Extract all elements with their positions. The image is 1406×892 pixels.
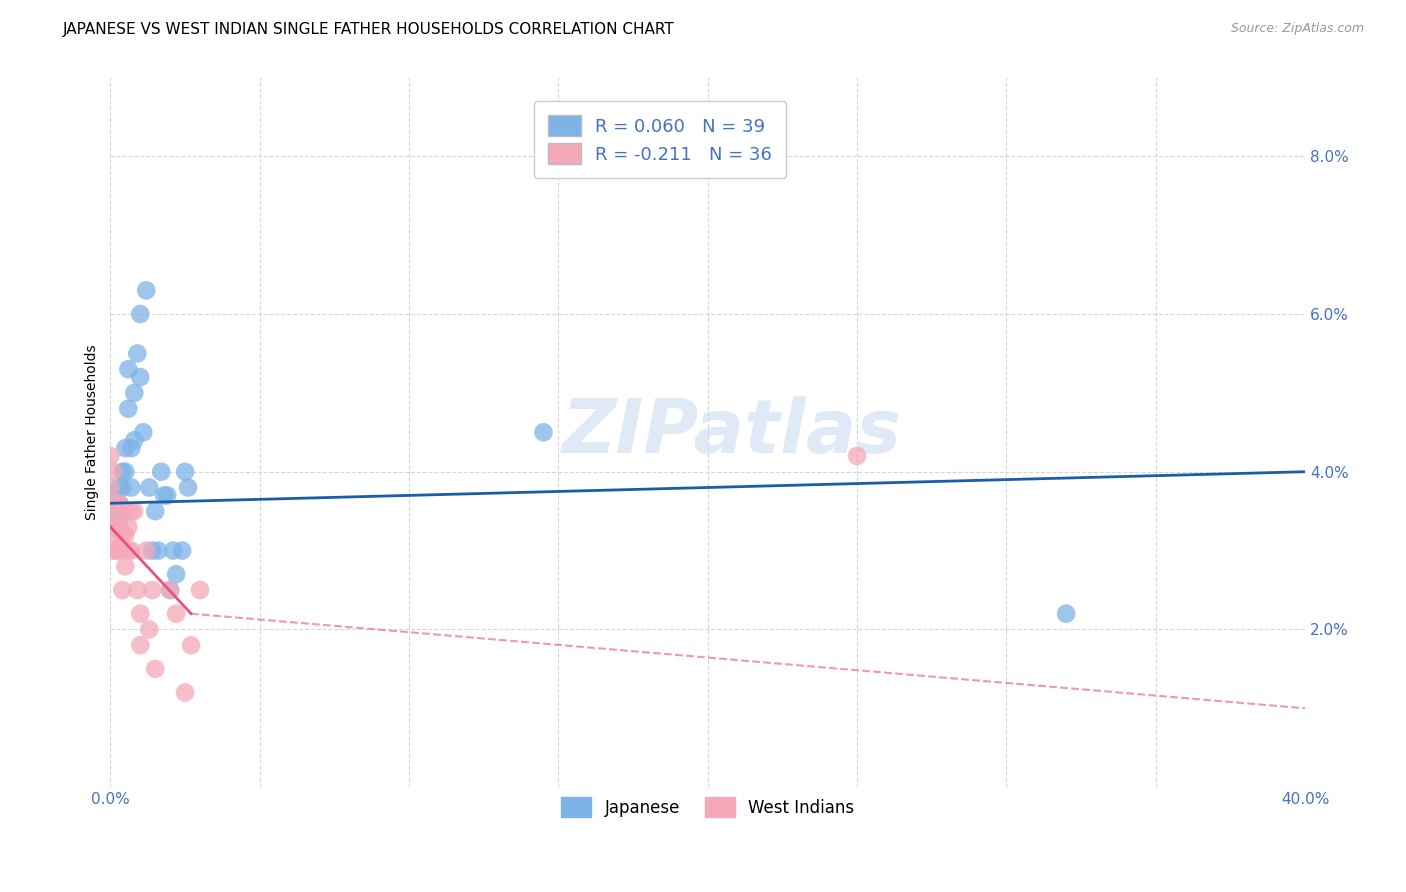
Point xyxy=(105,496,128,510)
Point xyxy=(127,346,149,360)
Point xyxy=(143,504,166,518)
Point xyxy=(108,520,131,534)
Text: Source: ZipAtlas.com: Source: ZipAtlas.com xyxy=(1230,22,1364,36)
Point xyxy=(150,465,173,479)
Point xyxy=(111,582,134,597)
Point xyxy=(174,465,197,479)
Point xyxy=(562,149,585,163)
Point xyxy=(114,559,136,574)
Point xyxy=(114,441,136,455)
Point xyxy=(103,504,125,518)
Point xyxy=(124,504,146,518)
Point xyxy=(143,662,166,676)
Point xyxy=(103,465,125,479)
Point xyxy=(114,528,136,542)
Point xyxy=(127,582,149,597)
Point xyxy=(105,543,128,558)
Point xyxy=(129,307,152,321)
Point xyxy=(105,528,128,542)
Point xyxy=(174,685,197,699)
Point xyxy=(111,481,134,495)
Point xyxy=(165,567,187,582)
Point xyxy=(111,528,134,542)
Point xyxy=(159,582,181,597)
Point xyxy=(105,512,128,526)
Point xyxy=(108,512,131,526)
Point xyxy=(103,543,125,558)
Y-axis label: Single Father Households: Single Father Households xyxy=(86,344,100,520)
Point xyxy=(117,543,139,558)
Point xyxy=(105,520,128,534)
Point xyxy=(111,504,134,518)
Point xyxy=(103,520,125,534)
Text: ZIPatlas: ZIPatlas xyxy=(561,396,901,469)
Point xyxy=(124,433,146,447)
Point xyxy=(141,582,163,597)
Point xyxy=(153,488,176,502)
Point xyxy=(177,481,200,495)
Point xyxy=(114,465,136,479)
Point xyxy=(138,481,160,495)
Point xyxy=(120,504,142,518)
Point xyxy=(533,425,555,440)
Point xyxy=(1054,607,1077,621)
Point xyxy=(132,425,155,440)
Point xyxy=(108,496,131,510)
Point xyxy=(100,449,122,463)
Point xyxy=(188,582,211,597)
Point xyxy=(129,607,152,621)
Point xyxy=(135,543,157,558)
Point xyxy=(103,488,125,502)
Point xyxy=(846,449,869,463)
Point xyxy=(129,370,152,384)
Point xyxy=(111,465,134,479)
Point xyxy=(165,607,187,621)
Point xyxy=(120,481,142,495)
Point xyxy=(129,638,152,652)
Point xyxy=(117,401,139,416)
Point xyxy=(696,149,718,163)
Point xyxy=(117,520,139,534)
Point xyxy=(141,543,163,558)
Point xyxy=(172,543,194,558)
Point xyxy=(135,284,157,298)
Point xyxy=(108,496,131,510)
Point xyxy=(148,543,170,558)
Point xyxy=(162,543,184,558)
Point xyxy=(105,496,128,510)
Point xyxy=(108,481,131,495)
Point xyxy=(100,481,122,495)
Legend: Japanese, West Indians: Japanese, West Indians xyxy=(553,789,863,825)
Point xyxy=(124,385,146,400)
Point xyxy=(103,520,125,534)
Point xyxy=(159,582,181,597)
Point xyxy=(120,543,142,558)
Point xyxy=(120,441,142,455)
Text: JAPANESE VS WEST INDIAN SINGLE FATHER HOUSEHOLDS CORRELATION CHART: JAPANESE VS WEST INDIAN SINGLE FATHER HO… xyxy=(63,22,675,37)
Point xyxy=(156,488,179,502)
Point xyxy=(180,638,202,652)
Point xyxy=(138,623,160,637)
Point xyxy=(108,543,131,558)
Point xyxy=(117,362,139,376)
